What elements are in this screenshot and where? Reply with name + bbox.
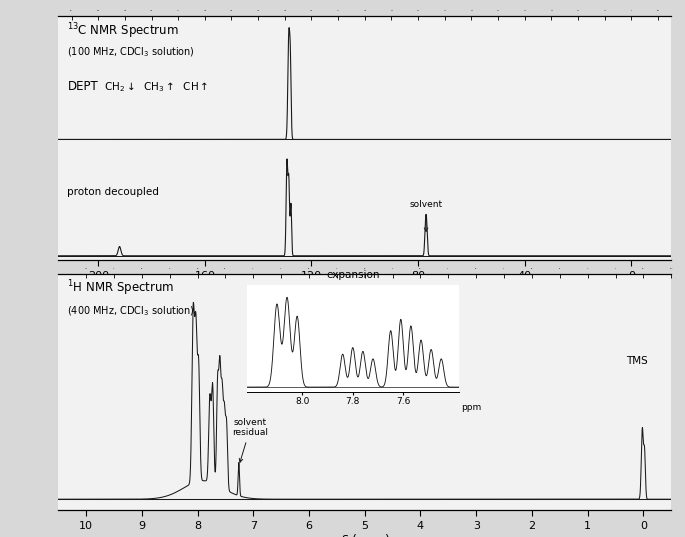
X-axis label: $\delta$ (ppm): $\delta$ (ppm) (340, 282, 390, 299)
Text: solvent
residual: solvent residual (232, 418, 269, 462)
Text: CH$_2$$\downarrow$  CH$_3$$\uparrow$  CH$\uparrow$: CH$_2$$\downarrow$ CH$_3$$\uparrow$ CH$\… (104, 80, 209, 94)
Text: proton decoupled: proton decoupled (67, 187, 160, 197)
Text: (400 MHz, CDCl$_3$ solution): (400 MHz, CDCl$_3$ solution) (67, 304, 195, 318)
Text: (100 MHz, CDCl$_3$ solution): (100 MHz, CDCl$_3$ solution) (67, 46, 195, 59)
Text: DEPT: DEPT (67, 81, 98, 93)
X-axis label: $\delta$ (ppm): $\delta$ (ppm) (340, 532, 390, 537)
Text: ppm: ppm (461, 403, 482, 412)
Text: expansion: expansion (326, 270, 379, 280)
Text: TMS: TMS (626, 355, 648, 366)
Text: solvent: solvent (410, 200, 443, 231)
Text: $^{1}$H NMR Spectrum: $^{1}$H NMR Spectrum (67, 279, 175, 298)
Text: $^{13}$C NMR Spectrum: $^{13}$C NMR Spectrum (67, 21, 179, 41)
